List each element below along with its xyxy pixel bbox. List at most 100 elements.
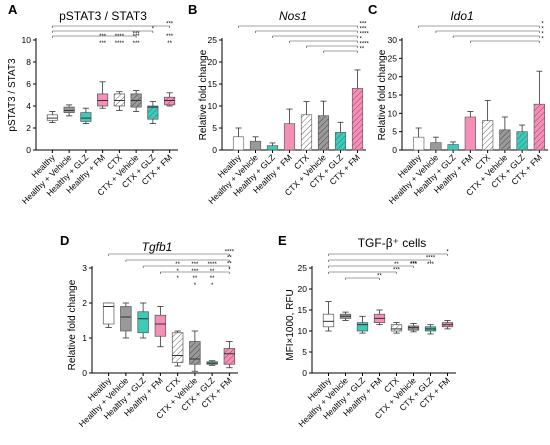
panel-c-title: Ido1: [450, 9, 473, 23]
panel-a-ylabel: pSTAT3 / STAT3: [7, 58, 18, 132]
sig-mark: *: [211, 283, 214, 289]
sig-mark: ***: [99, 34, 107, 40]
panel-letter-c: C: [368, 2, 378, 17]
y-tick-label: 15: [208, 79, 218, 89]
sig-label: ***: [166, 22, 174, 28]
box: [147, 105, 159, 120]
bar: [447, 144, 459, 151]
panel-e-ylabel: MFI×1000, RFU: [285, 289, 296, 360]
y-tick-label: 10: [388, 108, 398, 118]
box: [171, 332, 184, 363]
sig-label: *: [360, 37, 363, 43]
bar: [481, 120, 494, 151]
box: [97, 93, 109, 107]
y-tick-label: 8: [26, 57, 31, 67]
sig-label: ***: [393, 268, 401, 274]
box: [137, 311, 149, 334]
y-tick-label: 0: [302, 368, 307, 378]
sig-mark: ***: [191, 269, 199, 275]
y-tick-label: 15: [388, 90, 398, 100]
bar: [334, 132, 347, 151]
sig-label: **: [360, 47, 365, 53]
sig-label: **: [227, 256, 232, 262]
panel-letter-a: A: [8, 2, 18, 17]
sig-label: ***: [410, 262, 418, 268]
panel-letter-d: D: [60, 233, 69, 248]
y-tick-label: 0: [212, 145, 217, 155]
box: [46, 114, 58, 121]
y-tick-label: 5: [302, 347, 307, 357]
box: [223, 348, 236, 365]
sig-label: *: [228, 268, 231, 274]
y-tick-label: 15: [298, 305, 308, 315]
box: [189, 341, 201, 365]
sig-label: ***: [133, 32, 141, 38]
y-tick-label: 0: [82, 368, 87, 378]
bar: [499, 129, 511, 151]
sig-label: *: [541, 37, 544, 43]
box: [120, 306, 132, 332]
box: [102, 302, 115, 325]
y-tick-label: 1: [82, 333, 87, 343]
sig-label: ***: [360, 27, 368, 33]
sig-label: **: [227, 262, 232, 268]
box: [113, 93, 125, 107]
sig-mark: **: [175, 262, 180, 268]
y-tick-label: 25: [388, 53, 398, 63]
panel-a-title: pSTAT3 / STAT3: [59, 9, 147, 23]
panel-e-title: TGF-β⁺ cells: [358, 236, 427, 250]
y-tick-label: 3: [82, 263, 87, 273]
panel-letter-e: E: [278, 233, 287, 248]
sig-label: *: [541, 22, 544, 28]
sig-label: ****: [360, 32, 370, 38]
box: [154, 314, 167, 337]
y-tick-label: 0: [392, 145, 397, 155]
y-tick-label: 10: [22, 35, 32, 45]
sig-label: *: [446, 250, 449, 256]
sig-mark: ***: [133, 34, 141, 40]
bar: [266, 145, 279, 151]
bar: [300, 114, 313, 151]
sig-mark: ***: [191, 262, 199, 268]
bar: [533, 103, 546, 151]
panel-b-ylabel: Relative fold change: [198, 49, 209, 140]
bar: [412, 136, 425, 151]
sig-mark: ***: [99, 41, 107, 47]
y-tick-label: 4: [26, 101, 31, 111]
box: [322, 313, 335, 328]
y-tick-label: 30: [388, 35, 398, 45]
box: [80, 112, 92, 122]
box: [164, 96, 176, 106]
panel-c-ylabel: Relative fold change: [377, 49, 388, 140]
y-tick-label: 25: [208, 35, 218, 45]
bar: [232, 136, 245, 151]
bar: [430, 142, 442, 151]
sig-label: *: [152, 27, 155, 33]
box: [356, 322, 369, 332]
y-tick-label: 0: [26, 145, 31, 155]
sig-mark: ****: [115, 34, 125, 40]
bar: [283, 123, 296, 151]
bar: [516, 131, 528, 151]
y-tick-label: 5: [212, 123, 217, 133]
bar: [317, 115, 330, 151]
sig-mark: ****: [207, 262, 217, 268]
sig-label: ****: [360, 42, 370, 48]
sig-mark: **: [167, 41, 172, 47]
sig-label: ***: [360, 22, 368, 28]
bar: [351, 88, 364, 151]
panel-d-title: Tgfb1: [142, 240, 173, 254]
sig-mark: *: [176, 269, 179, 275]
sig-mark: ****: [115, 41, 125, 47]
y-tick-label: 5: [392, 127, 397, 137]
sig-mark: **: [210, 269, 215, 275]
sig-mark: ***: [427, 262, 435, 268]
sig-label: *: [541, 27, 544, 33]
y-tick-label: 2: [26, 123, 31, 133]
box: [63, 106, 75, 113]
